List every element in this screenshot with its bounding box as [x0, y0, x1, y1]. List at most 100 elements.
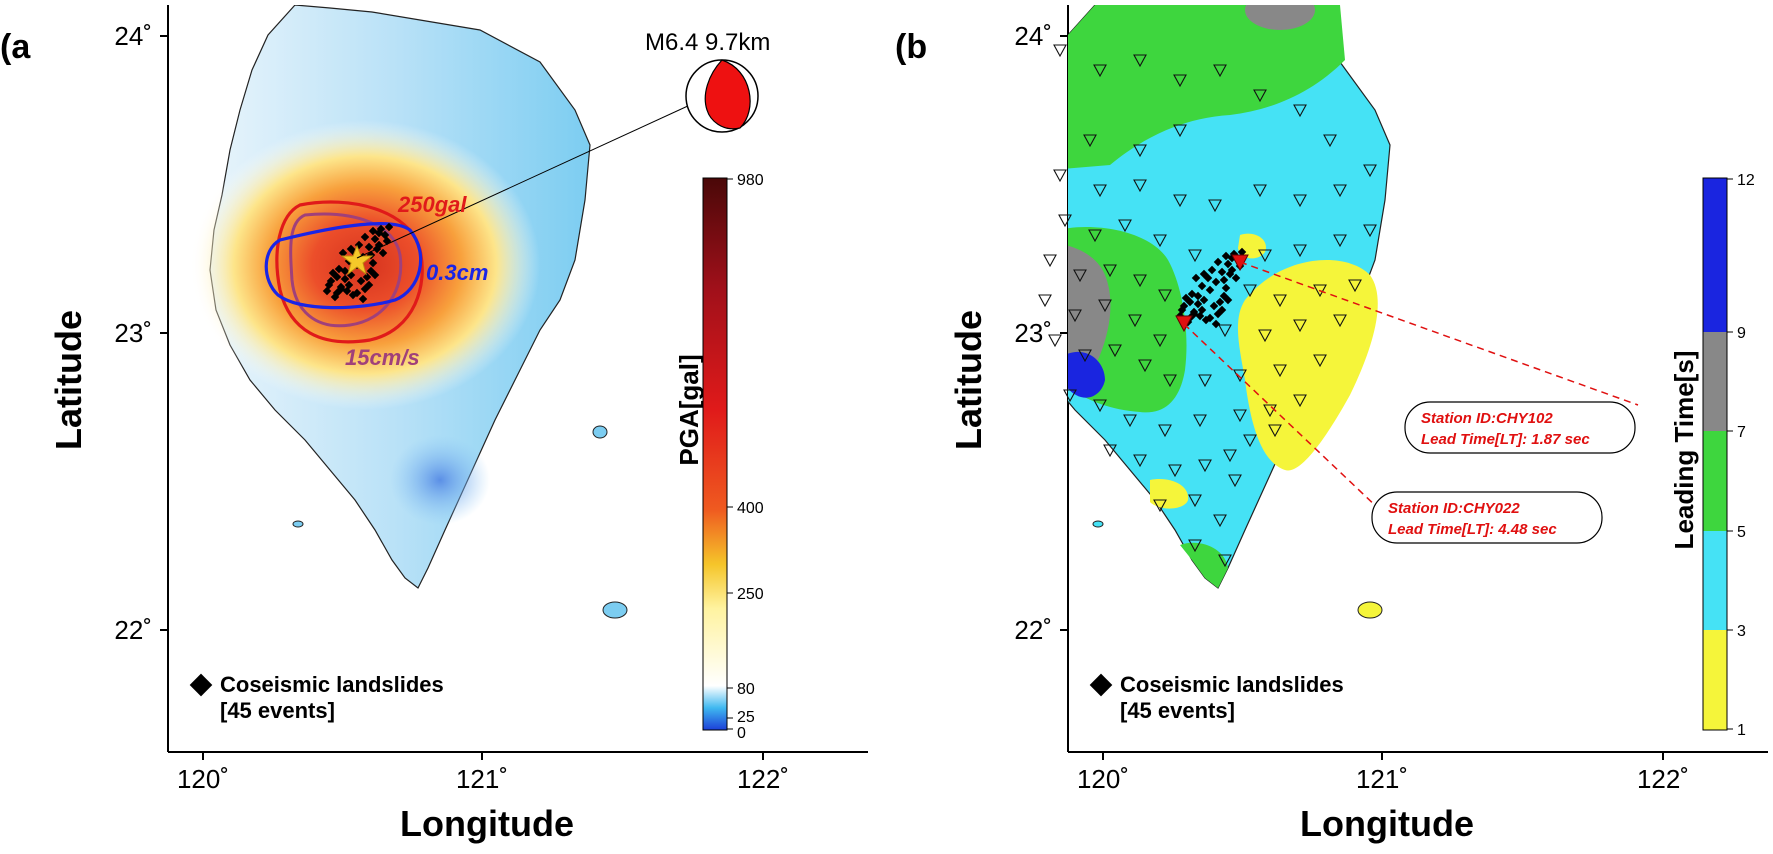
landslide-diamond	[322, 286, 332, 296]
x-tick-120: 120˚	[177, 764, 229, 794]
landslide-diamond	[1211, 319, 1221, 329]
callout-chy022: Station ID:CHY022 Lead Time[LT]: 4.48 se…	[1371, 491, 1603, 544]
quake-label: M6.4 9.7km	[645, 29, 770, 56]
landslide-diamond	[364, 242, 374, 252]
station-triangle-icon	[1293, 244, 1307, 258]
landslide-diamond	[352, 288, 362, 298]
landslide-diamond	[1197, 281, 1207, 291]
legend-a-line2: [45 events]	[220, 698, 335, 723]
landslide-diamond	[1197, 305, 1207, 315]
station-triangle-icon	[1048, 334, 1062, 348]
low-pga-zone	[390, 435, 490, 525]
station-triangle-icon	[1058, 214, 1072, 228]
pga-colorbar	[702, 177, 728, 731]
landslide-diamond	[1217, 267, 1227, 277]
lt-tick-12: 12	[1737, 172, 1755, 189]
landslide-diamond	[370, 234, 380, 244]
station-triangle-icon	[1333, 184, 1347, 198]
station-triangle-icon	[1133, 274, 1147, 288]
legend-diamond-icon-a	[189, 673, 213, 697]
station-triangle-icon	[1293, 394, 1307, 408]
landslide-markers-a	[322, 222, 394, 304]
legend-diamond-icon-b	[1089, 673, 1113, 697]
landslide-diamond	[378, 248, 388, 258]
station-triangle-icon	[1053, 169, 1067, 183]
pga-colorbar-title: PGA[gal]	[674, 354, 704, 465]
station-triangle-icon	[1038, 294, 1052, 308]
lt-tick-1: 1	[1737, 722, 1746, 739]
landslide-diamond	[1223, 295, 1233, 305]
callout-chy102: Station ID:CHY102 Lead Time[LT]: 1.87 se…	[1404, 401, 1636, 454]
lt-green-north	[1068, 5, 1345, 169]
landslide-markers-b	[1175, 247, 1247, 329]
station-triangle-icon	[1118, 219, 1132, 233]
landslide-diamond	[1185, 297, 1195, 307]
pga-tick-980: 980	[737, 172, 764, 189]
station-triangle-icon	[1163, 374, 1177, 388]
landslide-diamond	[1223, 259, 1233, 269]
panel-a-y-ticks: 24˚ 23˚ 22˚	[114, 21, 168, 645]
station-triangle-icon	[1333, 314, 1347, 328]
station-triangle-icon	[1153, 234, 1167, 248]
island-penghu-a	[592, 425, 608, 439]
b-y-tick-22: 22˚	[1014, 615, 1052, 645]
y-tick-23: 23˚	[114, 318, 152, 348]
landslide-diamond	[358, 294, 368, 304]
station-triangle-icon	[1043, 254, 1057, 268]
landslide-diamond	[1191, 273, 1201, 283]
lt-tick-9: 9	[1737, 325, 1746, 342]
landslide-diamond	[344, 280, 354, 290]
lt-colorbar	[1702, 177, 1728, 731]
station-triangle-icon	[1103, 264, 1117, 278]
pga-tick-80: 80	[737, 681, 755, 698]
pga-250gal-contour	[275, 200, 424, 344]
panel-b-x-ticks: 120˚ 121˚ 122˚	[1077, 752, 1689, 794]
panel-b-letter: (b	[895, 28, 927, 66]
station-triangle-icon	[1193, 414, 1207, 428]
station-triangle-icon	[1198, 374, 1212, 388]
station-triangle-icon	[1208, 199, 1222, 213]
landslide-diamond	[380, 230, 390, 240]
pga-tick-250: 250	[737, 586, 764, 603]
panel-a-xlabel: Longitude	[400, 803, 574, 844]
contour-label-15cms: 15cm/s	[345, 345, 420, 370]
station-triangle-icon	[1063, 389, 1077, 403]
station-triangle-icon	[1128, 314, 1142, 328]
landslide-diamond	[330, 292, 340, 302]
landslide-diamond	[338, 248, 348, 258]
landslide-diamond	[1199, 269, 1209, 279]
lt-yellow-east	[1237, 260, 1378, 471]
station-triangle-icon	[1173, 194, 1187, 208]
landslide-diamond	[368, 226, 378, 236]
y-tick-22: 22˚	[114, 615, 152, 645]
beachball-icon	[685, 59, 759, 133]
station-triangle-icon	[1293, 194, 1307, 208]
panel-a-letter: (a	[0, 28, 31, 66]
station-triangle-icon	[1293, 319, 1307, 333]
beachball-leader-line	[356, 104, 691, 259]
lt-gray-north	[1245, 5, 1315, 30]
station-triangle-icon	[1243, 284, 1257, 298]
island-lanyu-a	[602, 601, 628, 619]
panel-a: (a M6.4 9.7km 250gal 0.3cm	[0, 5, 868, 844]
station-triangle-icon	[1103, 444, 1117, 458]
station-triangle-icon	[1133, 54, 1147, 68]
lt-tick-3: 3	[1737, 623, 1746, 640]
contour-label-250gal: 250gal	[397, 192, 467, 217]
landslide-diamond	[370, 270, 380, 280]
landslide-diamond	[356, 276, 366, 286]
lt-tick-5: 5	[1737, 524, 1746, 541]
station-triangle-icon	[1158, 289, 1172, 303]
panel-b-y-ticks: 24˚ 23˚ 22˚	[1014, 21, 1068, 645]
legend-b-line1: Coseismic landslides	[1120, 672, 1344, 697]
station-triangle-icon	[1088, 229, 1102, 243]
station-triangle-icon	[1073, 269, 1087, 283]
station-triangle-icon	[1313, 284, 1327, 298]
station-triangle-icon	[1258, 329, 1272, 343]
station-triangle-icon	[1228, 474, 1242, 488]
landslide-diamond	[1211, 277, 1221, 287]
pgd-03cm-contour	[264, 222, 423, 310]
station-triangle-icon	[1233, 409, 1247, 423]
lt-yellow-south	[1150, 479, 1189, 509]
station-triangle-icon	[1363, 164, 1377, 178]
